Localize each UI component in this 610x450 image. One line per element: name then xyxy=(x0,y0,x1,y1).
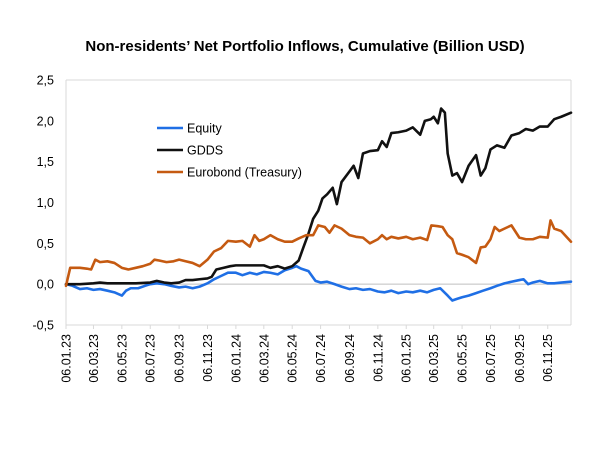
x-tick-label: 06.03.24 xyxy=(257,334,271,383)
y-tick-label: 0,0 xyxy=(37,278,54,292)
y-tick-label: 1,5 xyxy=(37,155,54,169)
series-line-equity xyxy=(64,264,573,302)
x-tick-label: 06.01.25 xyxy=(400,334,414,383)
legend-label: Equity xyxy=(187,122,222,136)
x-tick-label: 06.11.24 xyxy=(371,334,385,382)
x-tick-label: 06.05.25 xyxy=(456,334,470,383)
x-tick-label: 06.09.24 xyxy=(343,334,357,383)
x-tick-label: 06.01.23 xyxy=(60,334,74,383)
y-tick-label: 0,5 xyxy=(37,237,54,251)
y-tick-label: 2,5 xyxy=(37,74,54,88)
x-tick-label: 06.03.25 xyxy=(427,334,441,383)
y-tick-label: -0,5 xyxy=(32,319,54,333)
legend: Equity GDDS Eurobond (Treasury) xyxy=(157,122,302,180)
x-tick-label: 06.01.24 xyxy=(229,334,243,383)
x-tick-label: 06.07.24 xyxy=(314,334,328,383)
x-tick-label: 06.05.23 xyxy=(115,334,129,383)
x-tick-label: 06.05.24 xyxy=(286,334,300,383)
x-tick-label: 06.03.23 xyxy=(87,334,101,383)
x-tick-labels: 06.01.23 06.03.23 06.05.23 06.07.23 06.09.23… xyxy=(60,325,555,383)
x-tick-label: 06.07.25 xyxy=(484,334,498,383)
y-tick-label: 1,0 xyxy=(37,196,54,210)
series-lines xyxy=(64,107,573,302)
x-tick-label: 06.11.23 xyxy=(201,334,215,382)
series-line-eurobond-treasury xyxy=(64,219,573,288)
legend-label: GDDS xyxy=(187,144,223,158)
x-tick-label: 06.11.25 xyxy=(541,334,555,382)
y-tick-label: 2,0 xyxy=(37,114,54,128)
legend-label: Eurobond (Treasury) xyxy=(187,166,302,180)
series-line-gdds xyxy=(64,107,573,286)
x-tick-label: 06.07.23 xyxy=(144,334,158,383)
x-tick-label: 06.09.25 xyxy=(513,334,527,383)
x-tick-label: 06.09.23 xyxy=(173,334,187,383)
chart-title: Non-residents’ Net Portfolio Inflows, Cu… xyxy=(85,38,525,55)
y-tick-labels: -0,5 0,0 0,5 1,0 1,5 2,0 2,5 xyxy=(32,74,54,333)
